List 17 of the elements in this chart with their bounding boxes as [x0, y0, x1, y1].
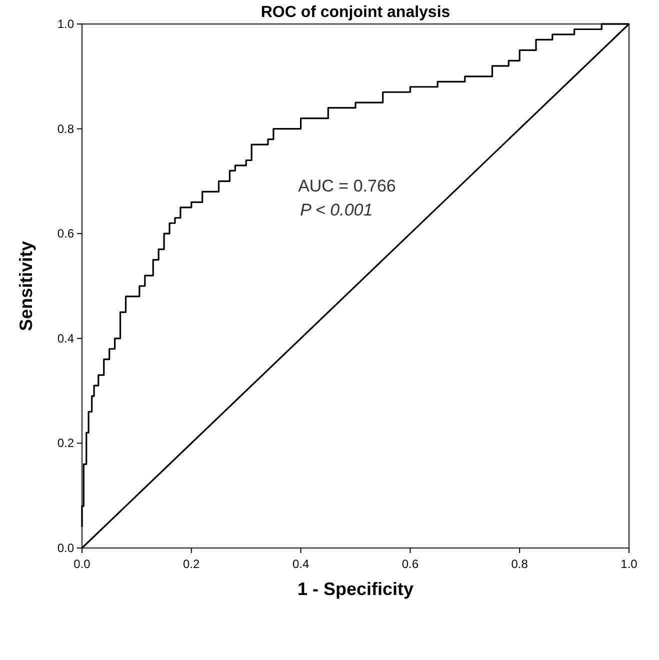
y-tick-label: 0.0 — [57, 541, 74, 555]
y-tick-label: 0.6 — [57, 226, 74, 241]
x-tick-label: 1.0 — [620, 557, 638, 571]
x-tick-label: 0.2 — [183, 557, 200, 571]
y-tick-label: 1.0 — [57, 17, 74, 31]
x-axis-title: 1 - Specificity — [297, 579, 414, 599]
chart-title: ROC of conjoint analysis — [260, 4, 450, 21]
x-tick-label: 0.4 — [292, 557, 310, 571]
y-tick-label: 0.8 — [57, 122, 74, 136]
x-tick-label: 0.6 — [402, 557, 419, 571]
x-tick-label: 0.8 — [511, 557, 528, 571]
annotation: AUC = 0.766 — [298, 176, 396, 196]
y-tick-label: 0.2 — [57, 436, 74, 450]
x-tick-label: 0.0 — [74, 557, 91, 571]
y-axis-title: Sensitivity — [16, 240, 36, 332]
annotation: P < 0.001 — [300, 200, 373, 220]
y-tick-label: 0.4 — [57, 331, 74, 346]
